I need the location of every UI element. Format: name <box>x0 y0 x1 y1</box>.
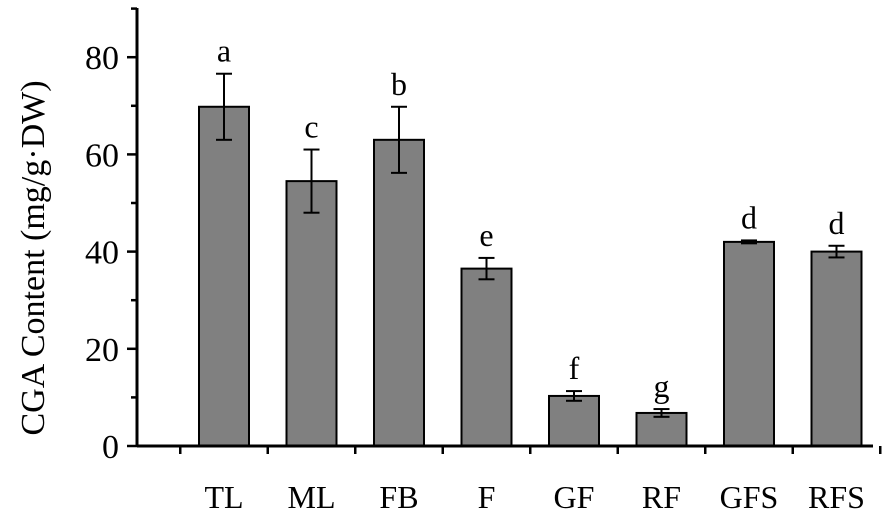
y-axis-ticks: 0 20 40 60 80 <box>85 7 882 466</box>
y-axis-title: CGA Content (mg/g·DW) <box>15 80 52 435</box>
category-label-rf: RF <box>642 479 681 515</box>
error-bar-gfs <box>741 239 757 245</box>
significance-letter: b <box>391 66 407 102</box>
error-bar-tl <box>216 72 232 141</box>
category-label-ml: ML <box>288 479 336 515</box>
error-bar-f <box>478 256 495 281</box>
bars <box>198 105 863 447</box>
error-bars <box>216 72 845 418</box>
bar-gf <box>548 394 600 447</box>
bar-gfs <box>723 240 775 447</box>
error-bar-gf <box>566 390 582 402</box>
significance-letter: c <box>304 109 318 145</box>
significance-letter: d <box>829 205 845 241</box>
category-label-gf: GF <box>554 479 595 515</box>
y-tick-label: 40 <box>85 235 119 272</box>
category-label-gfs: GFS <box>720 479 779 515</box>
significance-letter: e <box>479 217 493 253</box>
significance-letters: a c b e f g d d <box>217 33 845 404</box>
bar-fb <box>373 138 425 447</box>
bar-f <box>460 267 513 447</box>
bar-rf <box>635 411 688 447</box>
y-tick-label: 0 <box>102 429 119 466</box>
error-bar-fb <box>391 105 407 174</box>
significance-letter: f <box>569 350 580 386</box>
significance-letter: g <box>654 368 670 404</box>
significance-letter: d <box>741 199 757 235</box>
category-label-fb: FB <box>379 479 418 515</box>
category-labels: TL ML FB F GF RF GFS RFS <box>204 479 865 515</box>
error-bar-rfs <box>828 244 845 259</box>
error-bar-rf <box>653 408 670 418</box>
category-label-f: F <box>478 479 496 515</box>
category-label-tl: TL <box>204 479 243 515</box>
significance-letter: a <box>217 33 231 69</box>
bar-rfs <box>810 250 863 447</box>
y-tick-label: 60 <box>85 137 119 174</box>
category-label-rfs: RFS <box>808 479 865 515</box>
bar-tl <box>198 105 250 447</box>
error-bar-ml <box>303 148 320 214</box>
bar-ml <box>285 180 338 447</box>
y-tick-label: 80 <box>85 40 119 77</box>
y-tick-label: 20 <box>85 332 119 369</box>
